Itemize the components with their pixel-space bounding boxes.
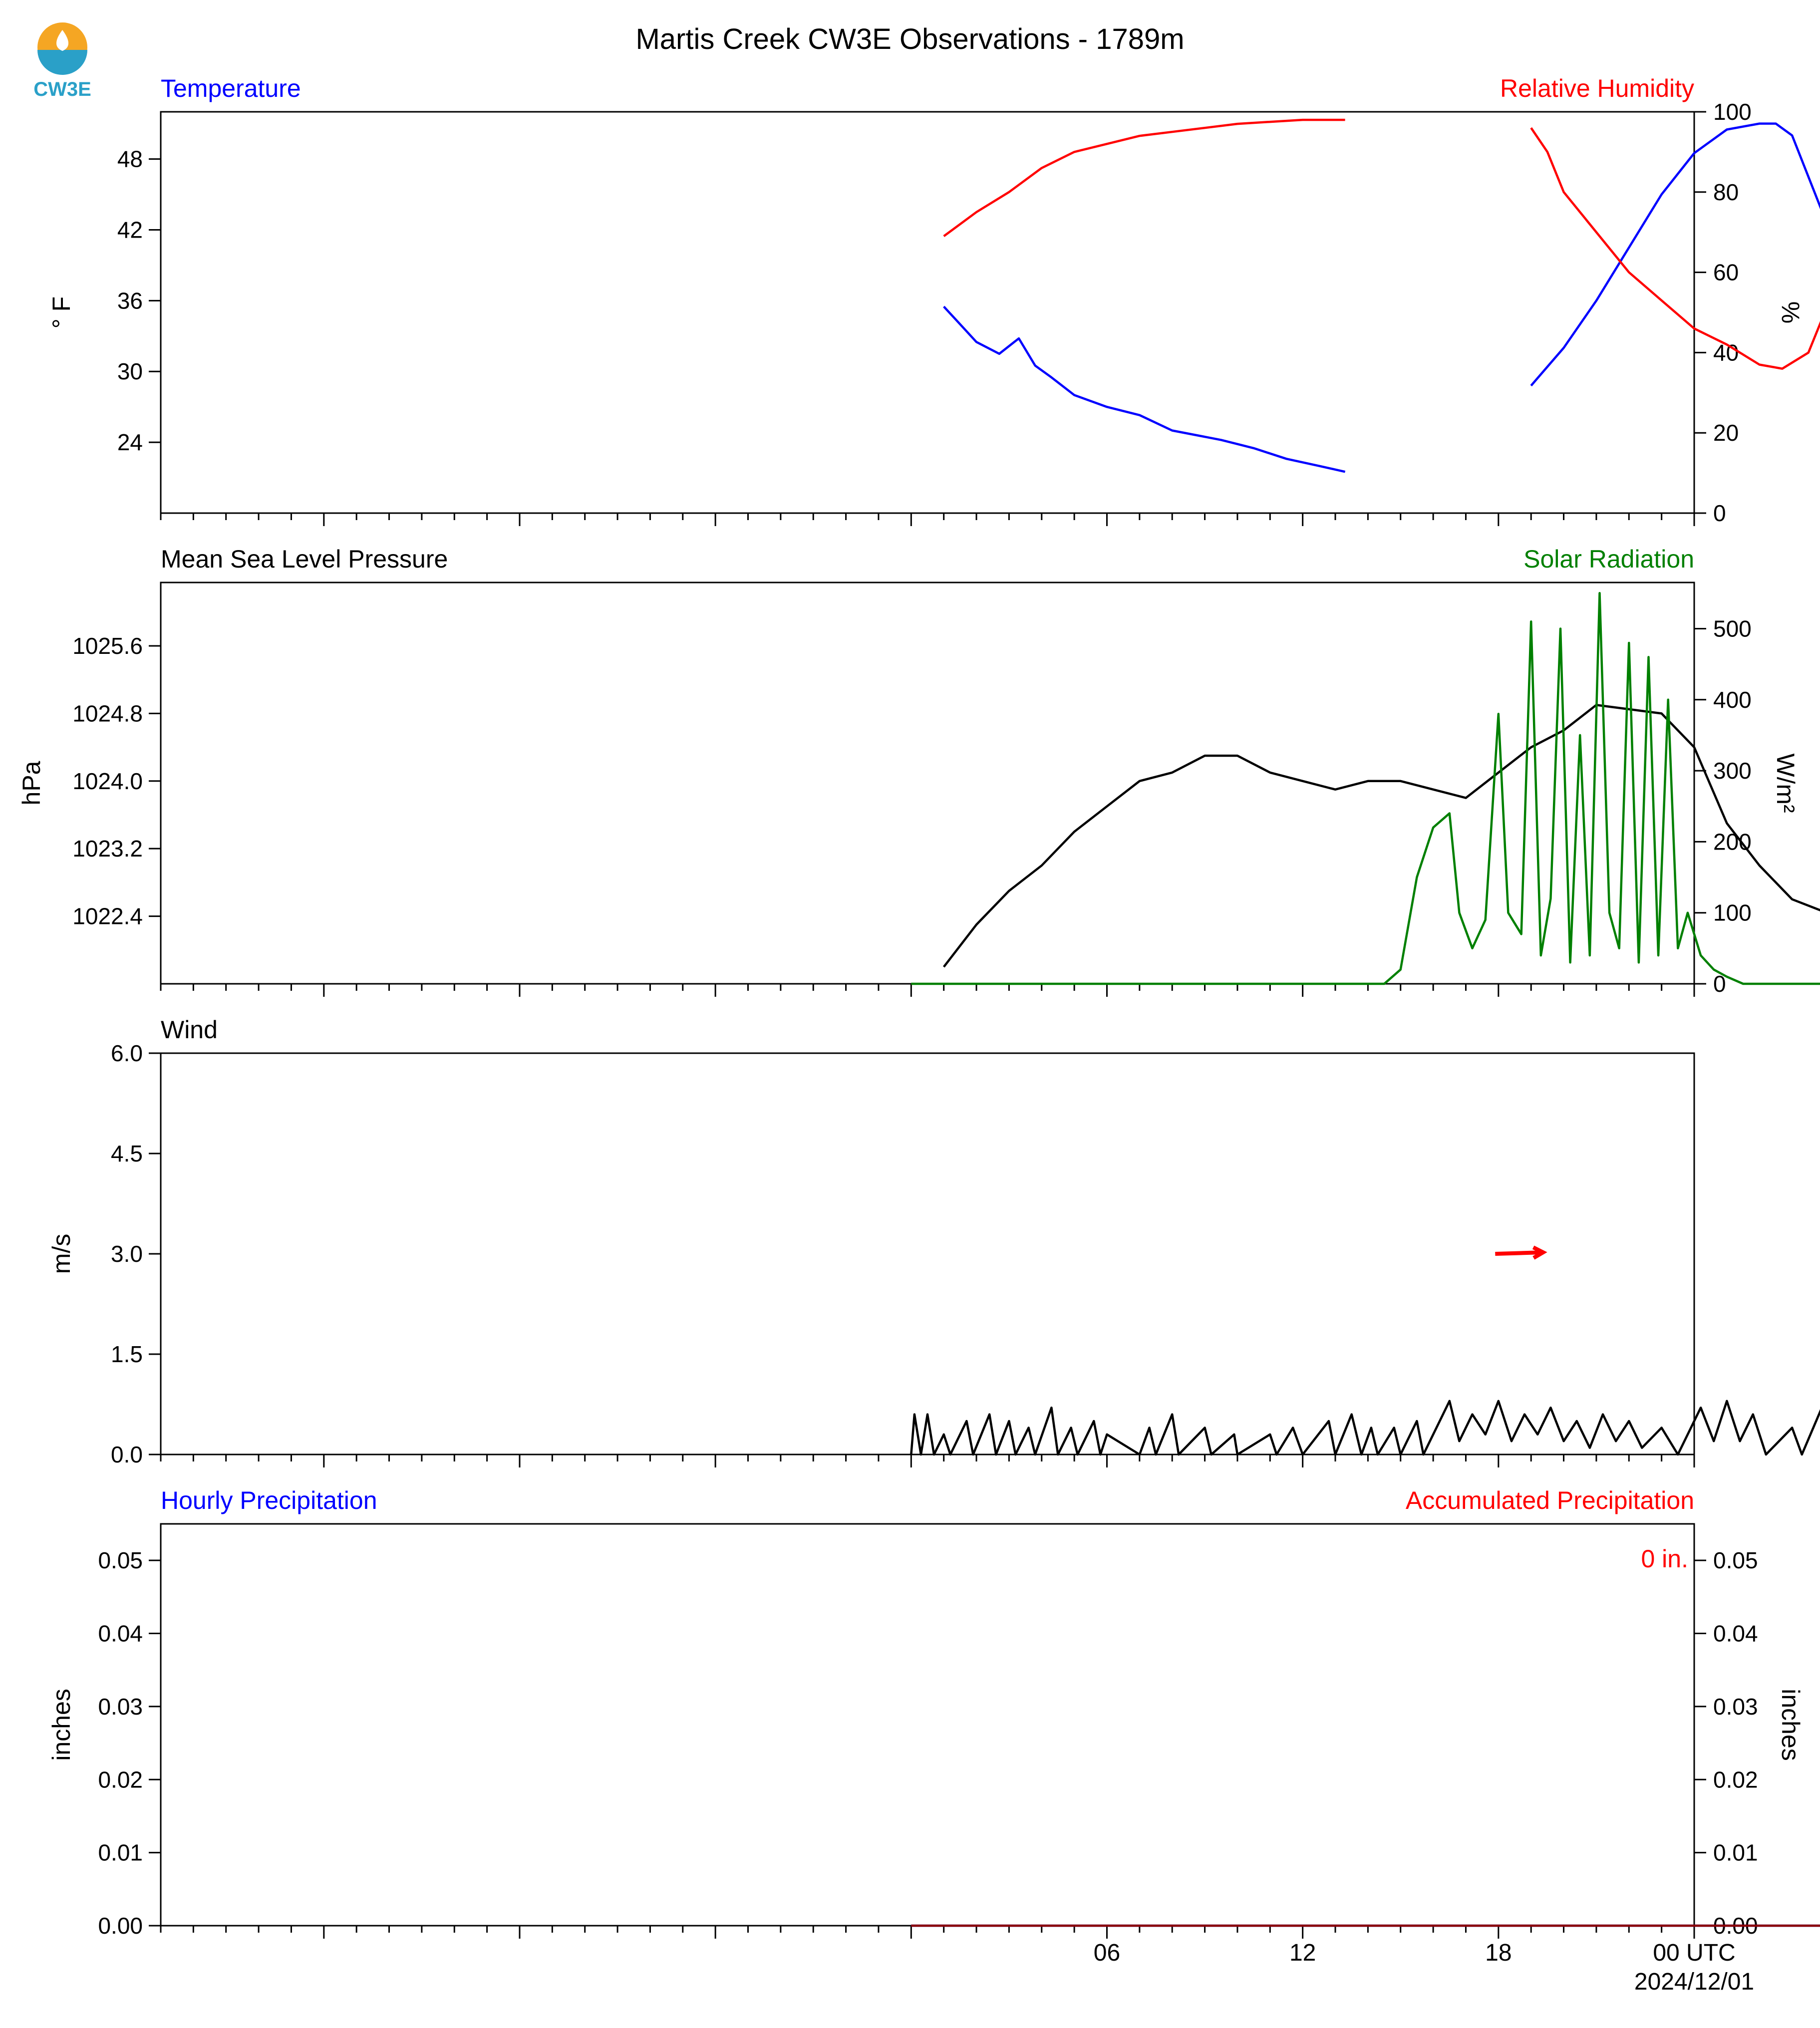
x-tick-label: 12 (1289, 1940, 1316, 1966)
y-right-tick-label: 100 (1713, 900, 1752, 926)
y-left-tick-label: 1.5 (111, 1341, 143, 1367)
wind-arrow-head (1532, 1245, 1547, 1260)
series-1-line (911, 592, 1820, 985)
series-1-line (1530, 127, 1820, 370)
panel-wind: 0.0 1.5 3.0 4.5 6.0 Wind m/s (47, 1016, 1820, 1467)
x-date-label: 2024/12/01 (1634, 1969, 1754, 1995)
y-right-tick-label: 0.01 (1713, 1840, 1758, 1866)
y-left-tick-label: 1024.0 (72, 768, 143, 794)
y-right-tick-label: 100 (1713, 99, 1752, 125)
y-left-tick-label: 30 (117, 358, 143, 384)
panel-right-title: Accumulated Precipitation (1406, 1486, 1694, 1514)
panel-pressure-solar: 1022.41023.21024.01024.81025.60100200300… (17, 545, 1820, 997)
y-left-tick-label: 36 (117, 288, 143, 313)
y-right-tick-label: 80 (1713, 179, 1739, 205)
figure-title: Martis Creek CW3E Observations - 1789m (635, 23, 1184, 55)
x-tick-label: 06 (1094, 1940, 1120, 1966)
y-right-tick-label: 200 (1713, 829, 1752, 855)
panel-right-title: Relative Humidity (1500, 74, 1694, 102)
y-left-tick-label: 1024.8 (72, 700, 143, 726)
series-0-line (943, 305, 1346, 473)
y-right-axis-label: W/m² (1772, 753, 1800, 813)
y-left-tick-label: 0.02 (98, 1766, 143, 1792)
panel-left-title: Wind (161, 1016, 218, 1044)
y-left-axis-label: hPa (17, 761, 45, 805)
panel-precipitation: 0.000.010.020.030.040.050.000.010.020.03… (47, 1486, 1820, 1939)
y-left-tick-label: 6.0 (111, 1040, 143, 1066)
y-right-axis-label: inches (1777, 1689, 1805, 1761)
y-right-tick-label: 20 (1713, 420, 1739, 446)
y-left-tick-label: 3.0 (111, 1241, 143, 1267)
y-right-tick-label: 60 (1713, 260, 1739, 286)
wind-arrow-shaft (1495, 1250, 1543, 1256)
panel-left-title: Mean Sea Level Pressure (161, 545, 448, 573)
plot-frame (160, 111, 1695, 514)
wind-arrow (1495, 1245, 1547, 1260)
y-right-tick-label: 300 (1713, 758, 1752, 784)
series-0-line (942, 704, 1820, 968)
y-right-tick-label: 0.02 (1713, 1766, 1758, 1792)
y-right-tick-label: 0 (1713, 500, 1726, 526)
series-0-line (910, 1400, 1820, 1456)
y-left-tick-label: 0.01 (98, 1840, 143, 1866)
panel-right-title: Solar Radiation (1523, 545, 1694, 573)
series-1-line (943, 118, 1345, 238)
logo-text: CW3E (33, 78, 91, 100)
panel-left-title: Temperature (161, 74, 301, 102)
y-left-tick-label: 0.0 (111, 1442, 143, 1467)
plot-frame (160, 1052, 1695, 1455)
y-left-axis-label: m/s (47, 1234, 75, 1274)
y-left-tick-label: 0.04 (98, 1621, 143, 1647)
logo-drop-icon (56, 30, 69, 51)
y-left-tick-label: 4.5 (111, 1141, 143, 1166)
logo-water-icon (37, 50, 87, 75)
x-tick-label: 18 (1485, 1940, 1512, 1966)
y-right-tick-label: 0.04 (1713, 1621, 1758, 1647)
plot-frame (160, 1523, 1695, 1927)
y-left-tick-label: 0.00 (98, 1913, 143, 1939)
y-right-tick-label: 0.05 (1713, 1547, 1758, 1573)
y-right-tick-label: 500 (1713, 615, 1752, 641)
y-right-tick-label: 0.03 (1713, 1694, 1758, 1720)
y-left-axis-label: ° F (47, 296, 75, 328)
y-left-tick-label: 1023.2 (72, 836, 143, 862)
y-left-tick-label: 48 (117, 146, 143, 172)
y-left-tick-label: 24 (117, 429, 143, 455)
y-left-axis-label: inches (47, 1689, 75, 1761)
y-left-tick-label: 1022.4 (72, 903, 143, 929)
cw3e-logo: CW3E (33, 22, 91, 100)
panel-left-title: Hourly Precipitation (161, 1486, 377, 1514)
y-left-tick-label: 42 (117, 217, 143, 243)
x-tick-label: 00 UTC (1653, 1940, 1735, 1966)
y-left-tick-label: 0.05 (98, 1547, 143, 1573)
accumulated-total-label: 0 in. (1641, 1545, 1688, 1573)
series-0-line (1530, 122, 1820, 387)
y-right-axis-label: % (1777, 301, 1805, 323)
y-left-tick-label: 1025.6 (72, 633, 143, 659)
y-left-tick-label: 0.03 (98, 1694, 143, 1720)
y-right-tick-label: 400 (1713, 687, 1752, 713)
